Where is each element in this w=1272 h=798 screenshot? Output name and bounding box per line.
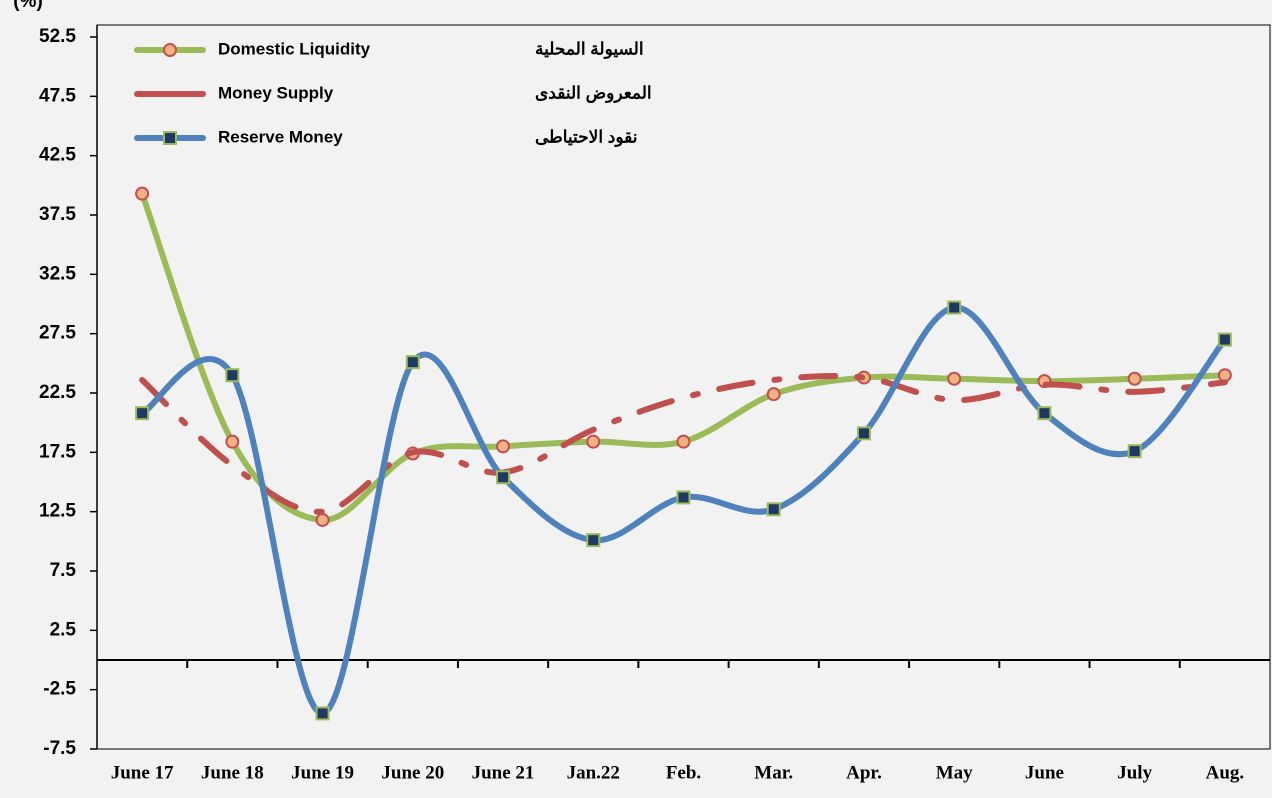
marker [163,131,177,145]
series-line [139,372,1228,515]
x-tick-label: June 19 [291,762,354,783]
y-tick-label: 42.5 [39,145,76,166]
marker [163,43,177,57]
y-tick-label: 52.5 [39,26,76,47]
marker [225,434,240,449]
marker [766,387,781,402]
y-tick-label: 37.5 [39,204,76,225]
y-axis-label: (%) [13,0,43,12]
y-tick-label: 12.5 [39,501,76,522]
y-tick-label: 27.5 [39,323,76,344]
series-line [139,304,1228,717]
marker [225,368,240,383]
legend-label: Reserve Money [218,127,343,146]
legend-label-ar: نقود الاحتياطى [535,127,637,147]
x-tick-label: June 17 [111,762,174,783]
x-tick-label: May [936,762,973,783]
marker [496,470,511,485]
marker [676,434,691,449]
marker [135,186,150,201]
x-tick-label: Mar. [754,762,793,783]
y-tick-label: -2.5 [43,679,76,700]
marker [766,502,781,517]
x-tick-label: June [1025,762,1064,783]
legend-label: Domestic Liquidity [218,39,371,58]
x-tick-label: June 20 [381,762,444,783]
x-tick-label: Aug. [1206,762,1245,783]
marker [315,512,330,527]
marker [405,355,420,370]
marker [496,439,511,454]
marker [676,490,691,505]
x-tick-label: July [1117,762,1152,783]
marker [135,406,150,421]
legend-label-ar: السيولة المحلية [535,39,644,59]
y-tick-label: 32.5 [39,263,76,284]
marker [947,371,962,386]
x-tick-label: Apr. [846,762,882,783]
y-tick-label: 17.5 [39,441,76,462]
marker [1127,444,1142,459]
legend-label: Money Supply [218,83,334,102]
marker [1037,406,1052,421]
y-tick-label: -7.5 [43,738,76,759]
x-tick-label: June 18 [201,762,264,783]
y-tick-label: 2.5 [50,619,77,640]
x-tick-label: Feb. [666,762,701,783]
marker [315,706,330,721]
y-tick-label: 47.5 [39,85,76,106]
marker [1217,332,1232,347]
marker [586,533,601,548]
legend-label-ar: المعروض النقدى [535,83,652,103]
y-tick-label: 22.5 [39,382,76,403]
marker [947,300,962,315]
x-tick-label: Jan.22 [567,762,620,783]
x-tick-label: June 21 [472,762,535,783]
marker [1127,371,1142,386]
marker [586,434,601,449]
y-tick-label: 7.5 [50,560,77,581]
marker [856,426,871,441]
